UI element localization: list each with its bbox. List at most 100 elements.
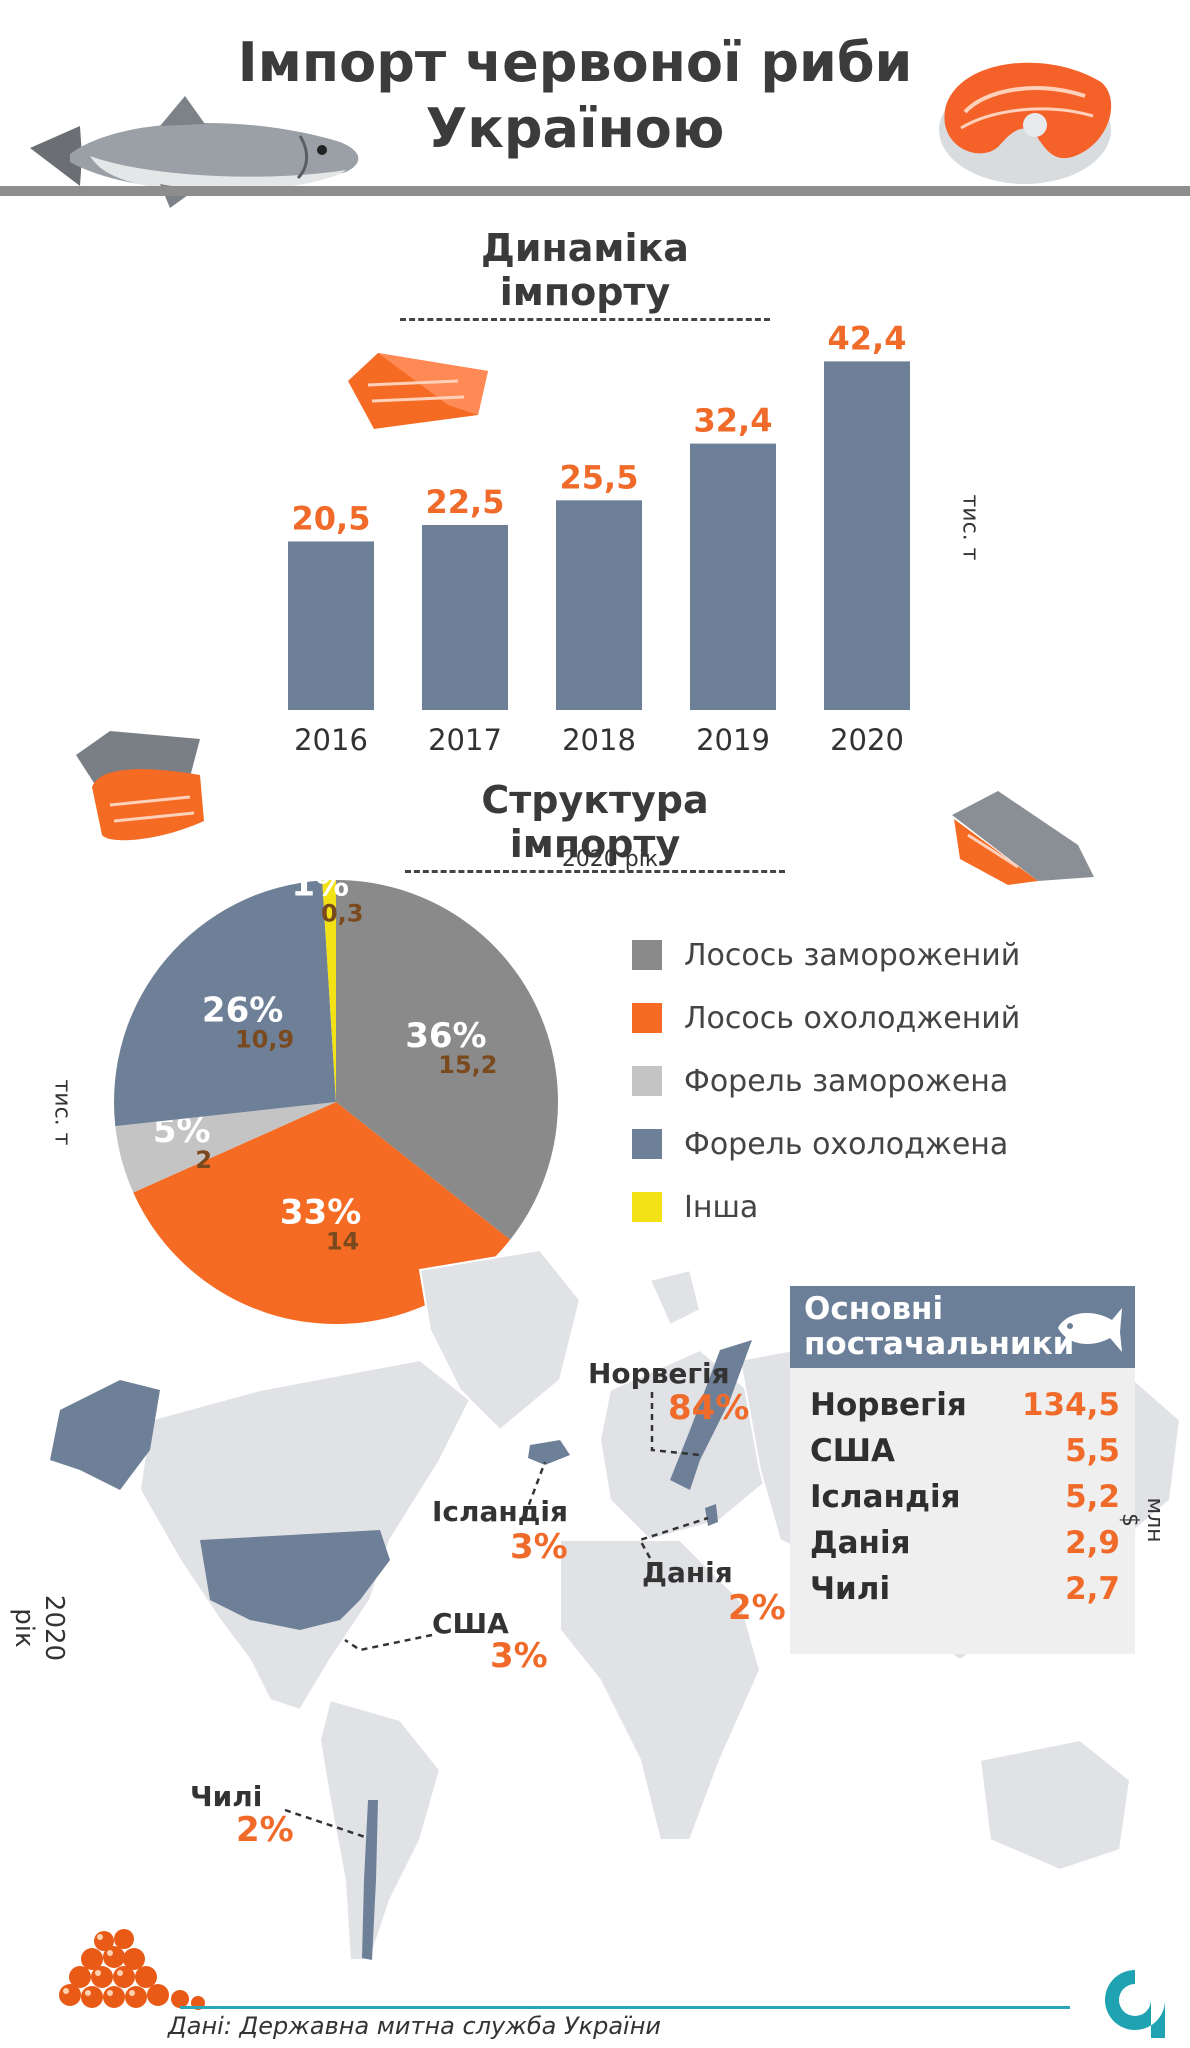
- legend-swatch: [632, 1066, 662, 1096]
- legend-item: Форель заморожена: [632, 1061, 1008, 1101]
- bar: [288, 541, 374, 710]
- map-land-south-america: [318, 1698, 442, 1961]
- pie-chart-unit: тис. т: [49, 1079, 75, 1146]
- pie-value-label: 14: [326, 1227, 359, 1255]
- bar: [422, 525, 508, 710]
- legend-label: Лосось охолоджений: [684, 1000, 1021, 1036]
- map-highlight-usa: [200, 1530, 390, 1630]
- bar-chart: 20,5 2016 22,5 2017 25,5 2018 32,4 2019 42,4 2020: [288, 319, 910, 757]
- bar: [556, 500, 642, 710]
- bar-category-label: 2016: [294, 723, 368, 757]
- caviar-icon: [59, 1929, 205, 2010]
- bar-category-label: 2017: [428, 723, 502, 757]
- pie-slice: [133, 1102, 511, 1324]
- pie-value-label: 10,9: [235, 1025, 294, 1053]
- map-highlight-chile: [362, 1800, 378, 1960]
- map-leader-norway: [650, 1392, 701, 1457]
- supplier-row: США 5,5: [810, 1430, 1120, 1472]
- legend-swatch: [632, 940, 662, 970]
- supplier-country: Данія: [810, 1525, 911, 1561]
- salmon-fillet-icon: [952, 791, 1094, 885]
- bar-chart-unit: тис. т: [957, 494, 983, 561]
- map-year: 2020 рік: [9, 1594, 69, 1662]
- map-share-denmark: 2%: [728, 1588, 786, 1628]
- suppliers-title-line1: Основні: [804, 1291, 944, 1327]
- map-land-australia: [978, 1738, 1132, 1872]
- pie-value-label: 2: [195, 1146, 212, 1174]
- pie-slice: [322, 880, 336, 1102]
- pie-slice: [114, 880, 337, 1127]
- supplier-row: Ісландія 5,2: [810, 1476, 1120, 1518]
- pie-chart: 36%15,233%145%226%10,91%0,3: [114, 870, 558, 1324]
- supplier-value: 5,5: [1065, 1433, 1120, 1469]
- suppliers-title-line2: постачальники: [804, 1326, 1075, 1362]
- map-highlight-iceland: [528, 1440, 570, 1465]
- title-divider: [0, 186, 1190, 196]
- map-label-usa: США: [432, 1607, 509, 1640]
- supplier-row: Норвегія 134,5: [810, 1384, 1120, 1426]
- pie-percent-label: 1%: [291, 870, 349, 905]
- section-subtitle-year: 2020 рік: [561, 847, 659, 872]
- legend-swatch: [632, 1129, 662, 1159]
- map-highlight-denmark: [705, 1504, 718, 1526]
- pie-value-label: 0,3: [321, 900, 364, 928]
- legend-item: Лосось заморожений: [632, 935, 1020, 975]
- map-share-usa: 3%: [490, 1636, 548, 1676]
- bar-category-label: 2019: [696, 723, 770, 757]
- section-title-dynamics: Динаміка імпорту: [400, 226, 770, 321]
- map-land-greenland: [418, 1248, 582, 1432]
- map-land-africa: [559, 1539, 762, 1841]
- fish-silhouette-icon: [1058, 1308, 1122, 1352]
- pie-percent-label: 33%: [280, 1192, 361, 1232]
- pie-value-label: 15,2: [438, 1051, 497, 1079]
- bar-value-label: 22,5: [426, 483, 505, 521]
- bar-value-label: 42,4: [828, 319, 907, 357]
- page-title: Імпорт червоної риби Україною: [237, 31, 913, 160]
- legend-item: Інша: [632, 1187, 758, 1227]
- pie-percent-label: 36%: [405, 1016, 486, 1056]
- legend-label: Форель охолоджена: [684, 1126, 1009, 1162]
- bar-category-label: 2020: [830, 723, 904, 757]
- map-leader-usa: [344, 1633, 433, 1652]
- supplier-value: 2,9: [1065, 1525, 1120, 1561]
- suppliers-header: Основні постачальники: [790, 1286, 1135, 1368]
- bar-value-label: 25,5: [560, 458, 639, 496]
- map-label-chile: Чилі: [190, 1780, 263, 1813]
- pie-percent-label: 26%: [202, 990, 283, 1030]
- supplier-country: Ісландія: [810, 1479, 961, 1515]
- map-highlight-alaska: [50, 1380, 160, 1490]
- pie-slice: [336, 880, 558, 1240]
- map-share-norway: 84%: [668, 1388, 750, 1428]
- legend-label: Лосось заморожений: [684, 937, 1021, 973]
- legend-label: Форель заморожена: [684, 1063, 1009, 1099]
- supplier-country: США: [810, 1433, 896, 1469]
- map-share-iceland: 3%: [510, 1527, 568, 1567]
- salmon-steak-icon: [939, 62, 1112, 184]
- salmon-fillet-icon: [348, 353, 488, 429]
- map-label-denmark: Данія: [642, 1556, 733, 1589]
- map-leader-iceland: [523, 1461, 547, 1516]
- map-label-iceland: Ісландія: [432, 1495, 568, 1528]
- supplier-value: 134,5: [1021, 1387, 1120, 1423]
- legend-item: Форель охолоджена: [632, 1124, 1008, 1164]
- supplier-country: Норвегія: [810, 1387, 967, 1423]
- map-leader-chile: [284, 1808, 369, 1840]
- legend-swatch: [632, 1192, 662, 1222]
- map-land-svalbard: [648, 1268, 702, 1327]
- suppliers-unit: млн $: [1117, 1497, 1167, 1543]
- section-title-structure: Структура імпорту: [405, 778, 785, 873]
- map-share-chile: 2%: [236, 1810, 294, 1850]
- supplier-value: 5,2: [1065, 1479, 1120, 1515]
- suppliers-panel: Основні постачальники Норвегія 134,5 США…: [790, 1286, 1135, 1654]
- footer-divider: [180, 2006, 1070, 2009]
- pie-slice: [115, 1102, 337, 1193]
- map-label-norway: Норвегія: [588, 1357, 730, 1390]
- supplier-value: 2,7: [1065, 1571, 1120, 1607]
- legend-swatch: [632, 1003, 662, 1033]
- legend-label: Інша: [684, 1189, 759, 1225]
- map-leader-denmark: [638, 1516, 709, 1559]
- supplier-row: Данія 2,9: [810, 1522, 1120, 1564]
- data-source: Дані: Державна митна служба України: [168, 2012, 662, 2040]
- supplier-country: Чилі: [810, 1571, 891, 1607]
- salmon-fillet-icon: [76, 731, 204, 841]
